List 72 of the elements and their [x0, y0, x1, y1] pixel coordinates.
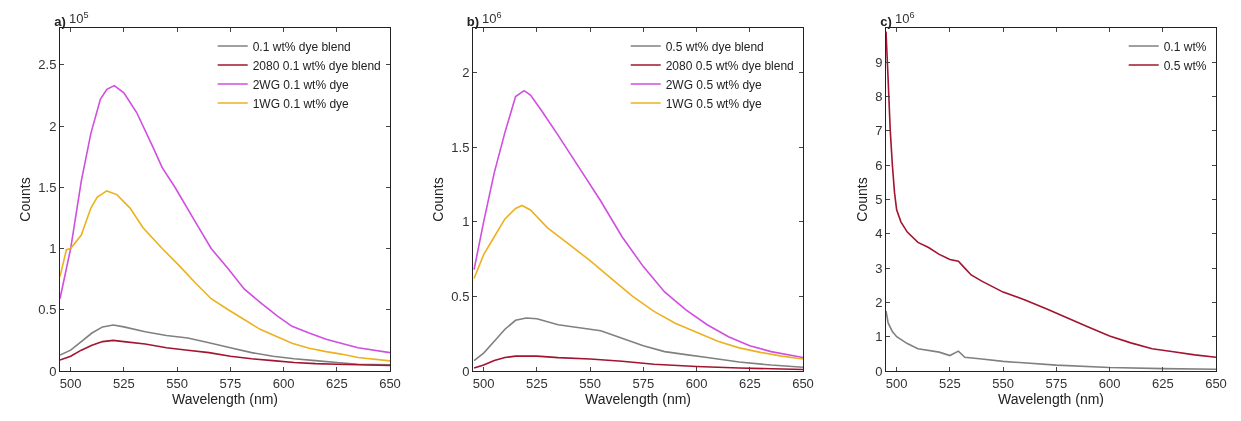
y-tick-label: 2	[49, 118, 57, 134]
legend-label: 1WG 0.1 wt% dye	[252, 96, 350, 111]
y-tick-label: 2.5	[38, 57, 57, 73]
y-axis-title: Counts	[16, 177, 33, 222]
line-series	[60, 324, 390, 366]
x-tick-label: 600	[272, 375, 295, 391]
x-tick-label: 550	[579, 375, 601, 391]
x-tick-label: 500	[59, 375, 82, 391]
y-tick-label: 1.5	[451, 139, 470, 155]
legend-label: 2080 0.5 wt% dye blend	[665, 58, 794, 73]
y-tick-label: 9	[875, 54, 883, 70]
x-tick-label: 500	[472, 375, 495, 391]
y-axis-title: Counts	[429, 177, 446, 222]
legend-label: 0.5 wt% dye blend	[665, 39, 764, 54]
line-series	[473, 317, 803, 369]
line-series	[886, 30, 1216, 359]
x-tick-label: 650	[379, 375, 401, 391]
x-axis-title: Wavelength (nm)	[584, 390, 692, 407]
chart-title: b)	[466, 14, 480, 29]
y-tick-label: 0	[49, 363, 57, 379]
legend-label: 0.5 wt%	[1163, 58, 1207, 73]
line-series	[886, 310, 1216, 371]
y-tick-label: 1	[875, 329, 883, 345]
y-tick-label: 2	[462, 65, 470, 81]
line-series	[473, 355, 803, 371]
x-tick-label: 600	[685, 375, 708, 391]
y-tick-label: 4	[875, 226, 883, 242]
text: 10$^{6}$	[482, 10, 502, 27]
y-tick-label: 2	[875, 294, 883, 310]
x-tick-label: 550	[992, 375, 1014, 391]
x-tick-label: 525	[113, 375, 135, 391]
y-axis-title: Counts	[853, 177, 870, 222]
x-tick-label: 600	[1098, 375, 1121, 391]
x-tick-label: 525	[939, 375, 961, 391]
y-tick-label: 3	[875, 260, 883, 276]
x-tick-label: 650	[792, 375, 814, 391]
text: 10$^{6}$	[895, 10, 915, 27]
chart-title: c)	[880, 14, 892, 29]
legend-label: 2WG 0.1 wt% dye	[252, 77, 350, 92]
x-tick-label: 550	[166, 375, 188, 391]
y-tick-label: 0	[875, 363, 883, 379]
x-tick-label: 575	[632, 375, 655, 391]
legend-label: 0.1 wt%	[1163, 39, 1207, 54]
y-tick-label: 1	[49, 241, 57, 257]
line-series	[60, 339, 390, 367]
line-series	[60, 190, 390, 362]
x-tick-label: 575	[1045, 375, 1068, 391]
y-tick-label: 6	[875, 157, 883, 173]
legend-label: 0.1 wt% dye blend	[252, 39, 351, 54]
y-tick-label: 7	[875, 123, 883, 139]
x-axis-title: Wavelength (nm)	[997, 390, 1105, 407]
x-tick-label: 625	[738, 375, 761, 391]
legend-label: 1WG 0.5 wt% dye	[665, 96, 763, 111]
y-tick-label: 8	[875, 89, 883, 105]
x-tick-label: 575	[219, 375, 242, 391]
y-tick-label: 0	[462, 363, 470, 379]
legend-label: 2WG 0.5 wt% dye	[665, 77, 763, 92]
chart-title: a)	[54, 14, 66, 29]
x-tick-label: 625	[325, 375, 348, 391]
legend-label: 2080 0.1 wt% dye blend	[252, 58, 381, 73]
text: 10$^{5}$	[69, 10, 89, 27]
y-tick-label: 1	[462, 214, 470, 230]
x-axis-title: Wavelength (nm)	[171, 390, 279, 407]
x-tick-label: 650	[1205, 375, 1227, 391]
y-tick-label: 0.5	[38, 302, 57, 318]
y-tick-label: 1.5	[38, 179, 57, 195]
x-tick-label: 500	[885, 375, 908, 391]
x-tick-label: 625	[1151, 375, 1174, 391]
x-tick-label: 525	[526, 375, 548, 391]
y-tick-label: 5	[875, 192, 883, 208]
line-series	[473, 204, 803, 360]
y-tick-label: 0.5	[451, 288, 470, 304]
